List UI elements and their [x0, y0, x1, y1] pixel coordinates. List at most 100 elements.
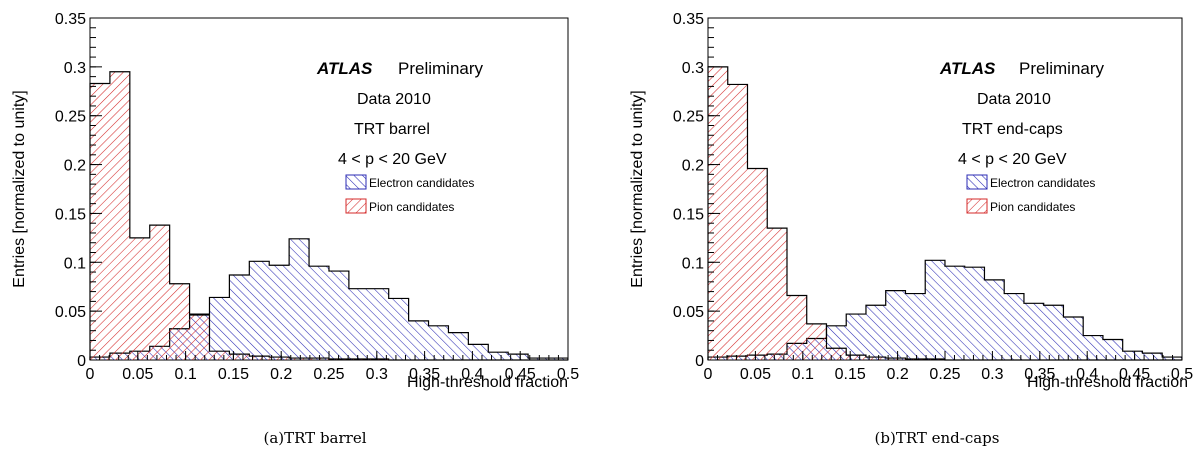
- dataset-label: Data 2010: [357, 91, 431, 108]
- x-tick-label: 0.05: [122, 366, 153, 383]
- electron-bar: [865, 305, 886, 360]
- y-tick-label: 0.3: [682, 60, 704, 77]
- y-tick-label: 0.3: [64, 60, 86, 77]
- x-tick-label: 0: [704, 366, 713, 383]
- electron-bar: [846, 314, 866, 360]
- pion-bar: [727, 84, 748, 360]
- x-tick-label: 0.15: [835, 366, 866, 383]
- y-tick-label: 0.1: [682, 255, 704, 272]
- y-tick-label: 0.15: [673, 206, 704, 223]
- pion-bar: [169, 283, 190, 360]
- status-label: Preliminary: [1019, 59, 1105, 78]
- pion-bar: [129, 237, 150, 360]
- y-tick-label: 0: [77, 353, 86, 370]
- legend: Electron candidates Pion candidates: [345, 174, 474, 214]
- pion-bar: [767, 228, 787, 360]
- experiment-label: ATLAS: [939, 59, 996, 78]
- pion-bar: [109, 71, 130, 361]
- electron-bar: [289, 238, 310, 360]
- electron-bar: [249, 261, 270, 360]
- legend-label-pion: Pion candidates: [990, 200, 1075, 214]
- electron-bar: [528, 358, 549, 360]
- electron-bar: [1063, 317, 1084, 360]
- electron-bar: [984, 279, 1005, 360]
- pion-bar: [229, 354, 250, 360]
- pion-bar: [289, 358, 310, 360]
- electron-bar: [309, 266, 329, 360]
- electron-bar: [448, 332, 469, 360]
- x-axis-label: High-threshold fraction: [407, 374, 568, 391]
- pion-bar: [90, 83, 110, 360]
- electron-bar: [964, 267, 985, 360]
- pion-bar: [786, 295, 807, 360]
- pion-outline: [707, 66, 1182, 361]
- electron-bar: [209, 297, 230, 360]
- legend-label-pion: Pion candidates: [369, 200, 454, 214]
- electron-bar: [328, 271, 349, 360]
- legend-swatch-pion: [345, 198, 367, 214]
- pion-bar: [747, 168, 768, 360]
- legend-swatch-electron: [966, 174, 988, 190]
- electron-bar: [925, 260, 945, 360]
- chart-panel-barrel: 0 0.05 0.1 0.15 0.2 0.25 0.3 0.35 0.4 0.45 0.5 0 0.0…: [11, 11, 579, 447]
- electron-bar: [488, 352, 509, 360]
- legend-label-electron: Electron candidates: [990, 176, 1095, 190]
- electron-bar: [269, 265, 290, 360]
- pion-bar: [826, 348, 847, 360]
- x-tick-label: 0.4: [1076, 366, 1098, 383]
- y-tick-label: 0.05: [55, 304, 86, 321]
- y-tick-label: 0.25: [673, 109, 704, 126]
- x-tick-label: 0.3: [981, 366, 1003, 383]
- electron-bar: [348, 288, 369, 360]
- axis-ticks: 0 0.05 0.1 0.15 0.2 0.25 0.3 0.35 0.4 0.45 0.5 0 0.0…: [55, 11, 579, 383]
- electron-bar: [408, 320, 429, 360]
- legend-label-electron: Electron candidates: [369, 176, 474, 190]
- pion-bar: [865, 357, 886, 360]
- x-tick-label: 0.45: [505, 366, 536, 383]
- chart-panel-endcaps: 0 0.05 0.1 0.15 0.2 0.25 0.3 0.35 0.4 0.45 0.5 0 0.0…: [629, 11, 1193, 447]
- experiment-label: ATLAS: [316, 59, 373, 78]
- detector-label: TRT end-caps: [962, 121, 1063, 138]
- electron-bar: [1004, 293, 1024, 360]
- electron-bar: [508, 354, 529, 360]
- momentum-label: 4 < p < 20 GeV: [958, 151, 1067, 168]
- x-tick-label: 0.45: [1119, 366, 1150, 383]
- legend-swatch-pion: [966, 198, 988, 214]
- x-tick-label: 0.25: [929, 366, 960, 383]
- x-axis-label: High-threshold fraction: [1027, 374, 1188, 391]
- x-tick-label: 0.2: [886, 366, 908, 383]
- y-tick-label: 0.2: [64, 158, 86, 175]
- y-tick-label: 0.2: [682, 158, 704, 175]
- y-tick-label: 0.35: [673, 11, 704, 28]
- x-tick-label: 0.3: [366, 366, 388, 383]
- histogram-bars: [89, 71, 569, 361]
- pion-bar: [189, 315, 210, 360]
- pion-bar: [149, 225, 170, 360]
- electron-bar: [944, 266, 965, 360]
- electron-bar: [388, 298, 409, 360]
- x-tick-label: 0.05: [740, 366, 771, 383]
- x-tick-label: 0.25: [313, 366, 344, 383]
- y-axis-label: Entries [normalized to unity]: [11, 90, 28, 287]
- electron-bar: [368, 288, 389, 360]
- electron-bar: [1102, 339, 1123, 360]
- momentum-label: 4 < p < 20 GeV: [338, 151, 447, 168]
- pion-bar: [249, 356, 270, 360]
- y-tick-label: 0.35: [55, 11, 86, 28]
- electron-bar: [229, 274, 250, 360]
- x-tick-label: 0.5: [557, 366, 579, 383]
- electron-bar: [468, 344, 489, 360]
- pion-outline: [89, 71, 568, 361]
- y-tick-label: 0.15: [55, 206, 86, 223]
- y-tick-label: 0: [695, 353, 704, 370]
- detector-label: TRT barrel: [354, 121, 430, 138]
- x-tick-label: 0.2: [270, 366, 292, 383]
- y-tick-label: 0.25: [55, 109, 86, 126]
- electron-bar: [885, 290, 906, 360]
- electron-bar: [1023, 303, 1044, 360]
- dataset-label: Data 2010: [977, 91, 1051, 108]
- pion-bar: [846, 355, 866, 360]
- figure-caption: (a)TRT barrel: [263, 429, 366, 447]
- x-tick-label: 0.1: [792, 366, 814, 383]
